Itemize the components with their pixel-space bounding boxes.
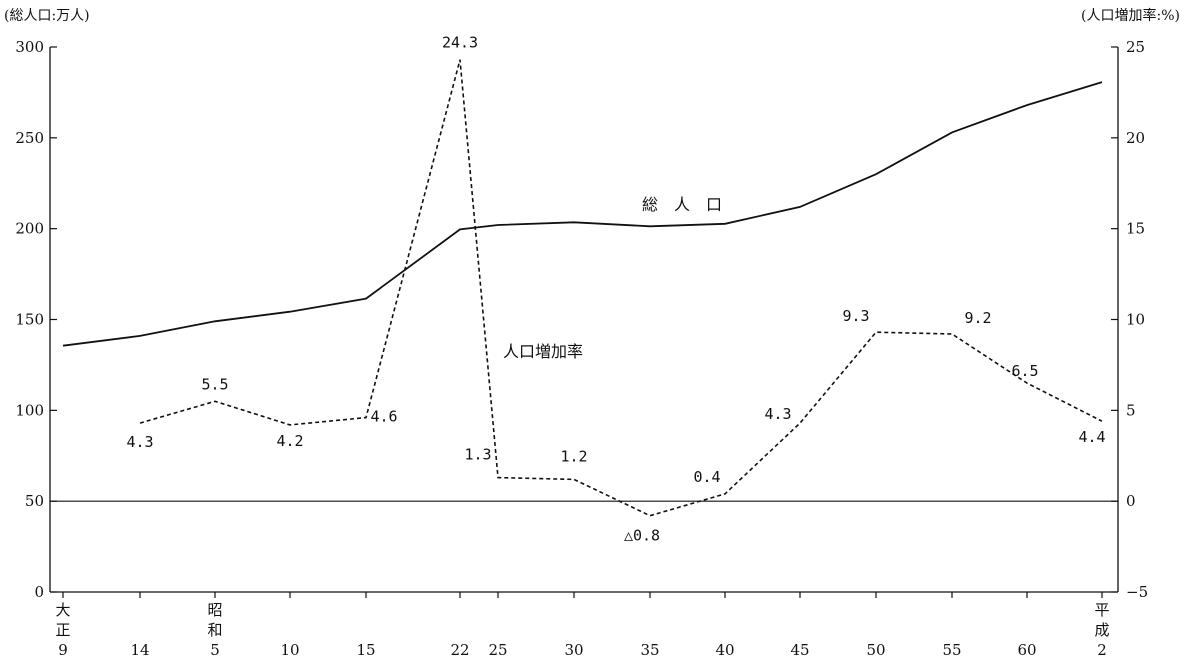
data-labels: 4.3 5.5 4.2 4.6 24.3 1.3 1.2 △0.8 0.4 4.3 9.3 9.2 6.… — [126, 34, 1105, 545]
left-axis-title: (総人口:万人) — [4, 8, 90, 24]
left-tick-label: 250 — [15, 129, 44, 147]
series-label-growth-rate: 人口増加率 — [503, 342, 583, 361]
growth-rate-data-label: 9.3 — [842, 307, 869, 325]
left-tick-label: 50 — [25, 492, 44, 510]
growth-rate-data-label: 4.3 — [126, 433, 153, 451]
x-tick-label: 9 — [58, 641, 68, 658]
x-tick-era-bottom: 和 — [207, 621, 222, 639]
x-tick-label: 2 — [1097, 641, 1107, 658]
x-tick-label: 25 — [488, 641, 507, 658]
growth-rate-data-label: 4.4 — [1078, 428, 1105, 446]
x-tick-label: 35 — [640, 641, 659, 658]
growth-rate-data-label: 6.5 — [1011, 362, 1038, 380]
right-axis-title: (人口増加率:%) — [1081, 7, 1180, 24]
x-tick-era-top: 昭 — [207, 601, 222, 619]
x-tick-label: 45 — [790, 641, 809, 658]
x-tick-label: 40 — [715, 641, 734, 658]
left-tick-label: 300 — [15, 38, 44, 56]
left-tick-label: 150 — [15, 311, 44, 329]
left-tick-label: 0 — [34, 583, 44, 601]
x-tick-label: 55 — [942, 641, 961, 658]
x-tick-label: 14 — [130, 641, 149, 658]
growth-rate-data-label: 1.2 — [560, 447, 587, 465]
x-tick-era-top: 大 — [55, 601, 70, 619]
x-tick-label: 22 — [450, 641, 469, 658]
series-lines — [62, 59, 1103, 517]
right-tick-label: −5 — [1126, 583, 1148, 601]
growth-rate-data-label: △0.8 — [624, 527, 660, 545]
left-tick-label: 200 — [15, 220, 44, 238]
growth-rate-data-label: 4.6 — [370, 408, 397, 426]
x-tick-label: 60 — [1017, 641, 1036, 658]
x-tick-label: 50 — [866, 641, 885, 658]
right-tick-label: 25 — [1126, 38, 1145, 56]
right-tick-label: 0 — [1126, 492, 1136, 510]
right-tick-label: 15 — [1126, 220, 1145, 238]
x-tick-era-bottom: 成 — [1094, 621, 1109, 639]
x-tick-label: 10 — [280, 641, 299, 658]
right-tick-label: 10 — [1126, 311, 1145, 329]
growth-rate-data-label: 24.3 — [442, 34, 478, 52]
growth-rate-data-label: 9.2 — [964, 309, 991, 327]
right-tick-label: 20 — [1126, 129, 1145, 147]
growth-rate-data-label: 0.4 — [693, 468, 720, 486]
growth-rate-data-label: 1.3 — [464, 446, 491, 464]
growth-rate-data-label: 4.3 — [764, 405, 791, 423]
x-tick-label: 30 — [564, 641, 583, 658]
x-tick-label: 5 — [210, 641, 220, 658]
series-label-total-population: 総 人 口 — [642, 195, 722, 214]
growth-rate-data-label: 5.5 — [201, 375, 228, 393]
left-tick-label: 100 — [15, 401, 44, 419]
x-tick-era-bottom: 正 — [55, 621, 70, 639]
growth-rate-data-label: 4.2 — [276, 432, 303, 450]
x-tick-label: 15 — [356, 641, 375, 658]
x-tick-era-top: 平 — [1094, 601, 1109, 619]
growth-rate-line — [139, 59, 1103, 517]
total-population-line — [62, 81, 1103, 347]
right-tick-label: 5 — [1126, 401, 1136, 419]
